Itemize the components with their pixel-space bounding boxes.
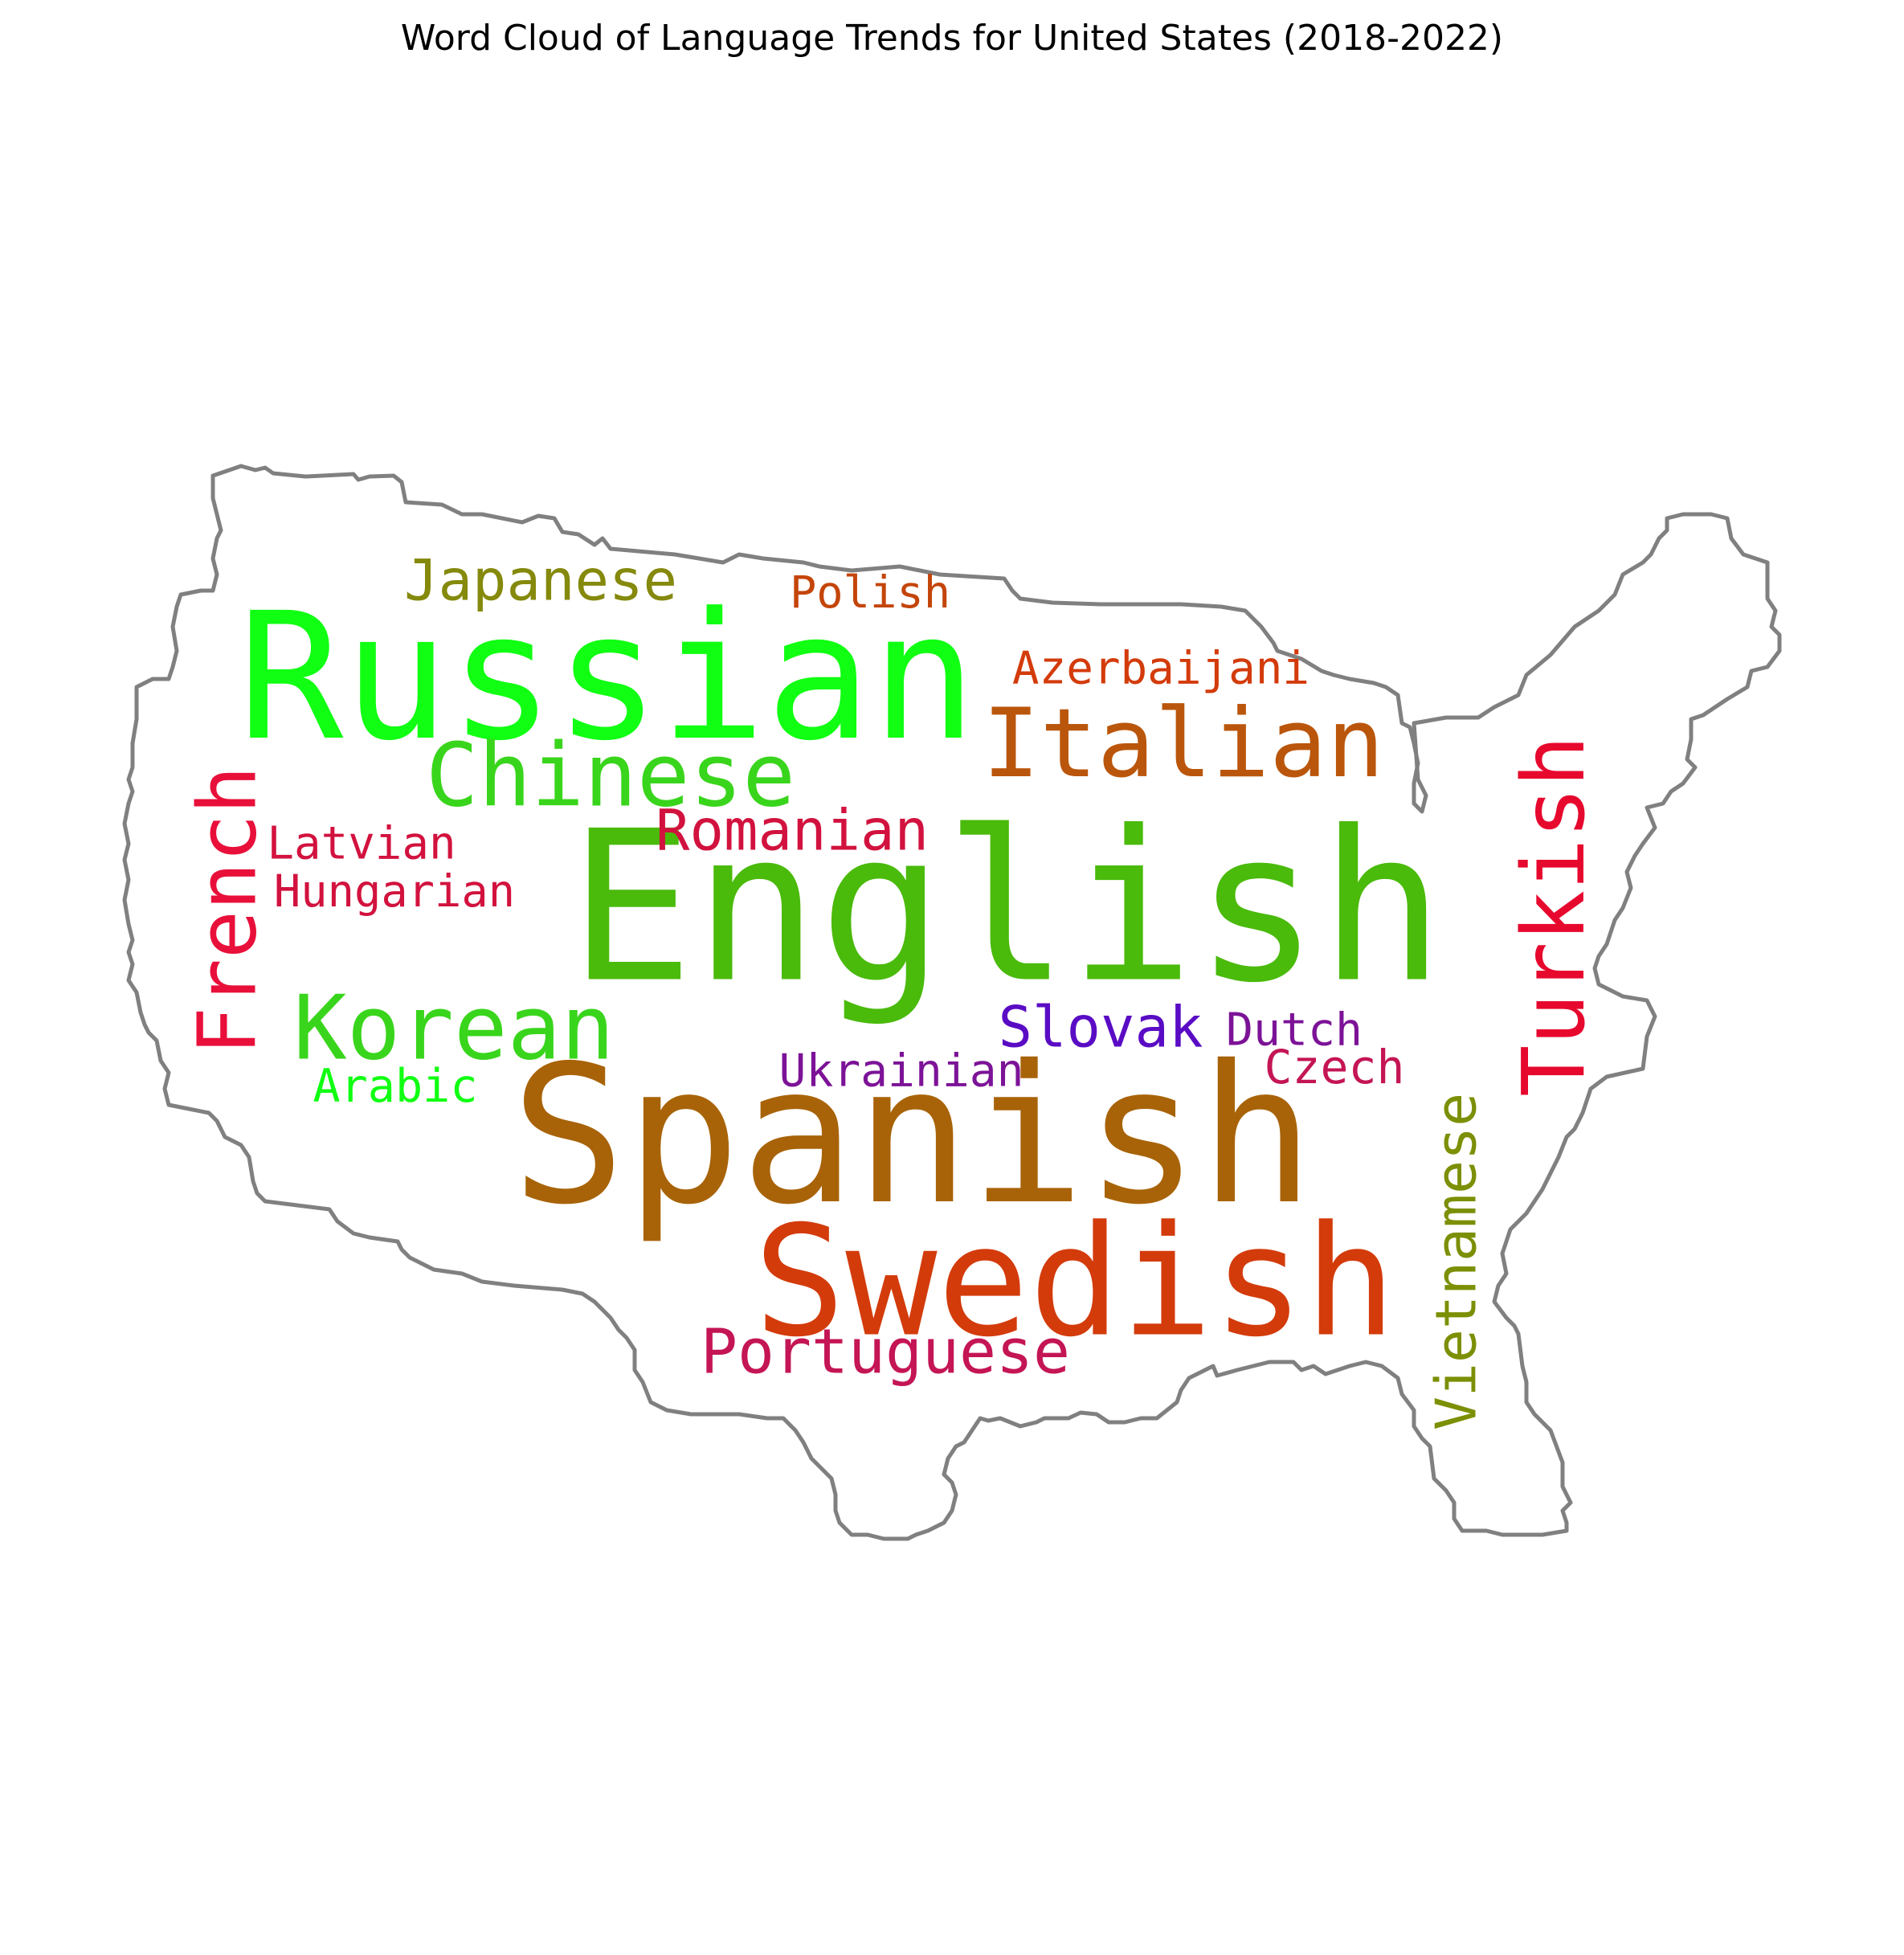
word-azerbaijani: Azerbaijani [1012,643,1310,695]
word-swedish: Swedish [754,1193,1396,1371]
word-arabic: Arabic [313,1060,477,1113]
word-vietnamese: Vietnamese [1424,1093,1489,1430]
word-english: English [569,787,1444,1029]
chart-title: Word Cloud of Language Trends for United… [400,18,1504,59]
word-czech: Czech [1265,1040,1405,1094]
word-russian: Russian [238,575,977,779]
word-dutch: Dutch [1226,1004,1363,1057]
word-spanish: Spanish [511,1025,1314,1246]
word-italian: Italian [983,688,1384,799]
word-latvian: Latvian [267,818,456,870]
word-chinese: Chinese [426,725,795,827]
us-map-outline [122,464,1782,1541]
word-portuguese: Portuguese [701,1317,1070,1389]
word-korean: Korean [293,977,615,1081]
word-polish: Polish [790,567,950,619]
word-turkish: Turkish [1505,735,1604,1097]
word-hungarian: Hungarian [274,866,515,918]
word-japanese: Japanese [404,547,677,614]
word-french: French [181,766,275,1055]
word-slovak: Slovak [998,994,1203,1061]
word-ukrainian: Ukrainian [778,1045,1024,1098]
word-romanian: Romanian [656,797,929,864]
